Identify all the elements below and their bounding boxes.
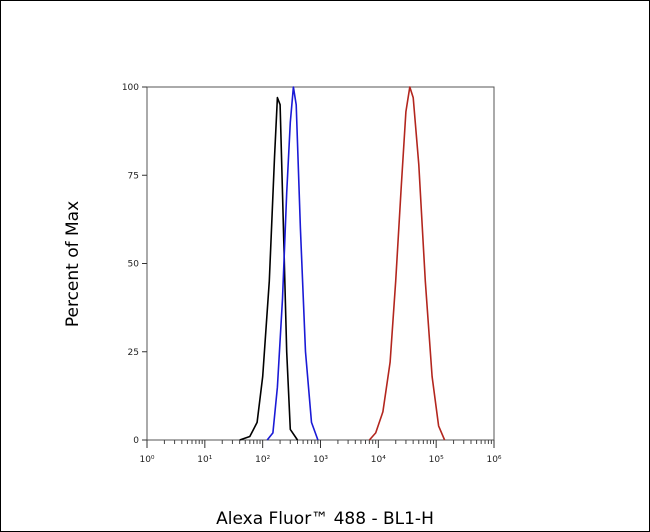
x-tick-label: 10³ (313, 455, 328, 465)
y-tick-label: 100 (122, 83, 139, 93)
x-tick-label: 10⁵ (429, 455, 444, 465)
y-tick-label: 75 (128, 171, 139, 181)
x-tick-label: 10² (255, 455, 270, 465)
x-tick-label: 10⁴ (371, 455, 386, 465)
x-tick-label: 10⁰ (139, 455, 154, 465)
histogram-series-2 (266, 86, 319, 441)
histogram-series-1 (239, 96, 299, 441)
y-tick-label: 0 (133, 436, 139, 446)
histogram-series-3 (368, 86, 446, 441)
y-axis-title: Percent of Max (63, 201, 83, 327)
plot-area (146, 86, 495, 441)
x-tick-label: 10⁶ (486, 455, 501, 465)
y-axis: 0 25 50 75 100 (122, 83, 147, 446)
x-tick-label: 10¹ (197, 455, 212, 465)
y-tick-label: 50 (128, 260, 140, 270)
plot-border (146, 86, 495, 441)
x-axis-title: Alexa Fluor™ 488 - BL1-H (216, 509, 434, 529)
x-axis: 10⁰ 10¹ 10² 10³ 10⁴ 10⁵ 10⁶ (139, 440, 502, 465)
y-tick-label: 25 (128, 348, 139, 358)
series-layer (239, 86, 446, 441)
